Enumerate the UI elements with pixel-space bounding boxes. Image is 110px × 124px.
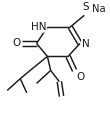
Text: O: O [76, 72, 84, 82]
Text: N: N [82, 39, 89, 49]
Text: O: O [12, 38, 20, 48]
Text: Na: Na [92, 4, 106, 14]
Text: S: S [82, 2, 89, 12]
Text: HN: HN [31, 22, 46, 32]
